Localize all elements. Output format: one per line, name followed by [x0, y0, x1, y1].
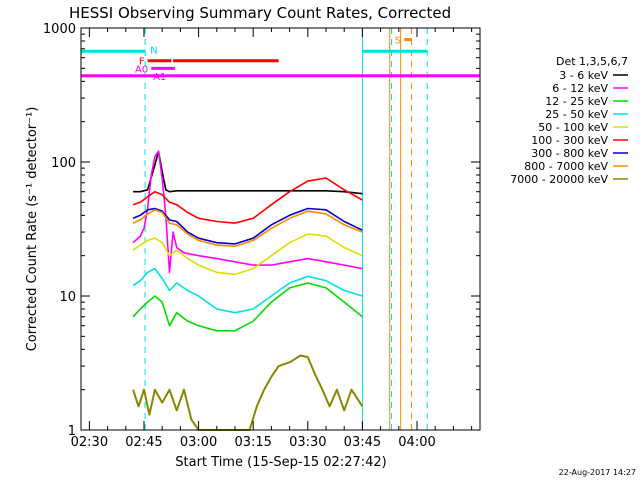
x-tick-label: 02:30: [71, 435, 108, 450]
state-bar-label: N: [150, 45, 157, 56]
series-line: [132, 209, 363, 248]
plot-frame: [80, 27, 481, 431]
state-bar-label: A1: [153, 72, 166, 83]
y-tick-label: 1: [68, 424, 76, 439]
legend-entry: 7000 - 20000 keV: [510, 173, 608, 186]
legend-entry: 25 - 50 keV: [545, 108, 608, 121]
legend-title: Det 1,3,5,6,7: [556, 55, 628, 68]
x-tick-label: 02:45: [125, 435, 162, 450]
legend-entry: 3 - 6 keV: [559, 69, 608, 82]
state-bar-label: S: [395, 36, 401, 47]
x-tick-label: 03:00: [180, 435, 217, 450]
legend-entry: 6 - 12 keV: [552, 82, 608, 95]
series-line: [132, 282, 363, 332]
state-bar-label: F: [139, 57, 145, 68]
chart-title: HESSI Observing Summary Count Rates, Cor…: [69, 4, 451, 22]
series-line: [132, 150, 363, 274]
series-line: [132, 233, 363, 276]
legend-entry: 100 - 300 keV: [531, 134, 608, 147]
series-line: [132, 267, 363, 314]
y-axis: 1 10 100 1000: [43, 22, 480, 439]
x-tick-label: 04:00: [398, 435, 435, 450]
y-tick-label: 100: [51, 156, 76, 171]
y-tick-label: 1000: [43, 22, 76, 37]
legend-entry: 300 - 800 keV: [531, 147, 608, 160]
legend-entry: 800 - 7000 keV: [524, 160, 608, 173]
state-bar-label: A0: [135, 64, 148, 75]
vertical-markers: [144, 28, 428, 430]
timestamp: 22-Aug-2017 14:27: [559, 468, 636, 477]
series-line: [132, 177, 363, 224]
y-tick-label: 10: [59, 290, 76, 305]
x-tick-label: 03:45: [344, 435, 381, 450]
y-axis-label: Corrected Count Rate (s⁻¹ detector⁻¹): [25, 107, 40, 352]
x-tick-label: 03:30: [289, 435, 326, 450]
legend-entry: 12 - 25 keV: [545, 95, 608, 108]
x-axis: 02:30 02:45 03:00 03:15 03:30 03:45 04:00: [71, 28, 473, 450]
series-line: [133, 150, 363, 195]
series-layer: [132, 150, 364, 431]
legend-entry: 50 - 100 keV: [538, 121, 608, 134]
series-line: [132, 354, 364, 431]
series-line: [132, 207, 363, 245]
x-tick-label: 03:15: [234, 435, 271, 450]
x-axis-label: Start Time (15-Sep-15 02:27:42): [175, 455, 386, 470]
